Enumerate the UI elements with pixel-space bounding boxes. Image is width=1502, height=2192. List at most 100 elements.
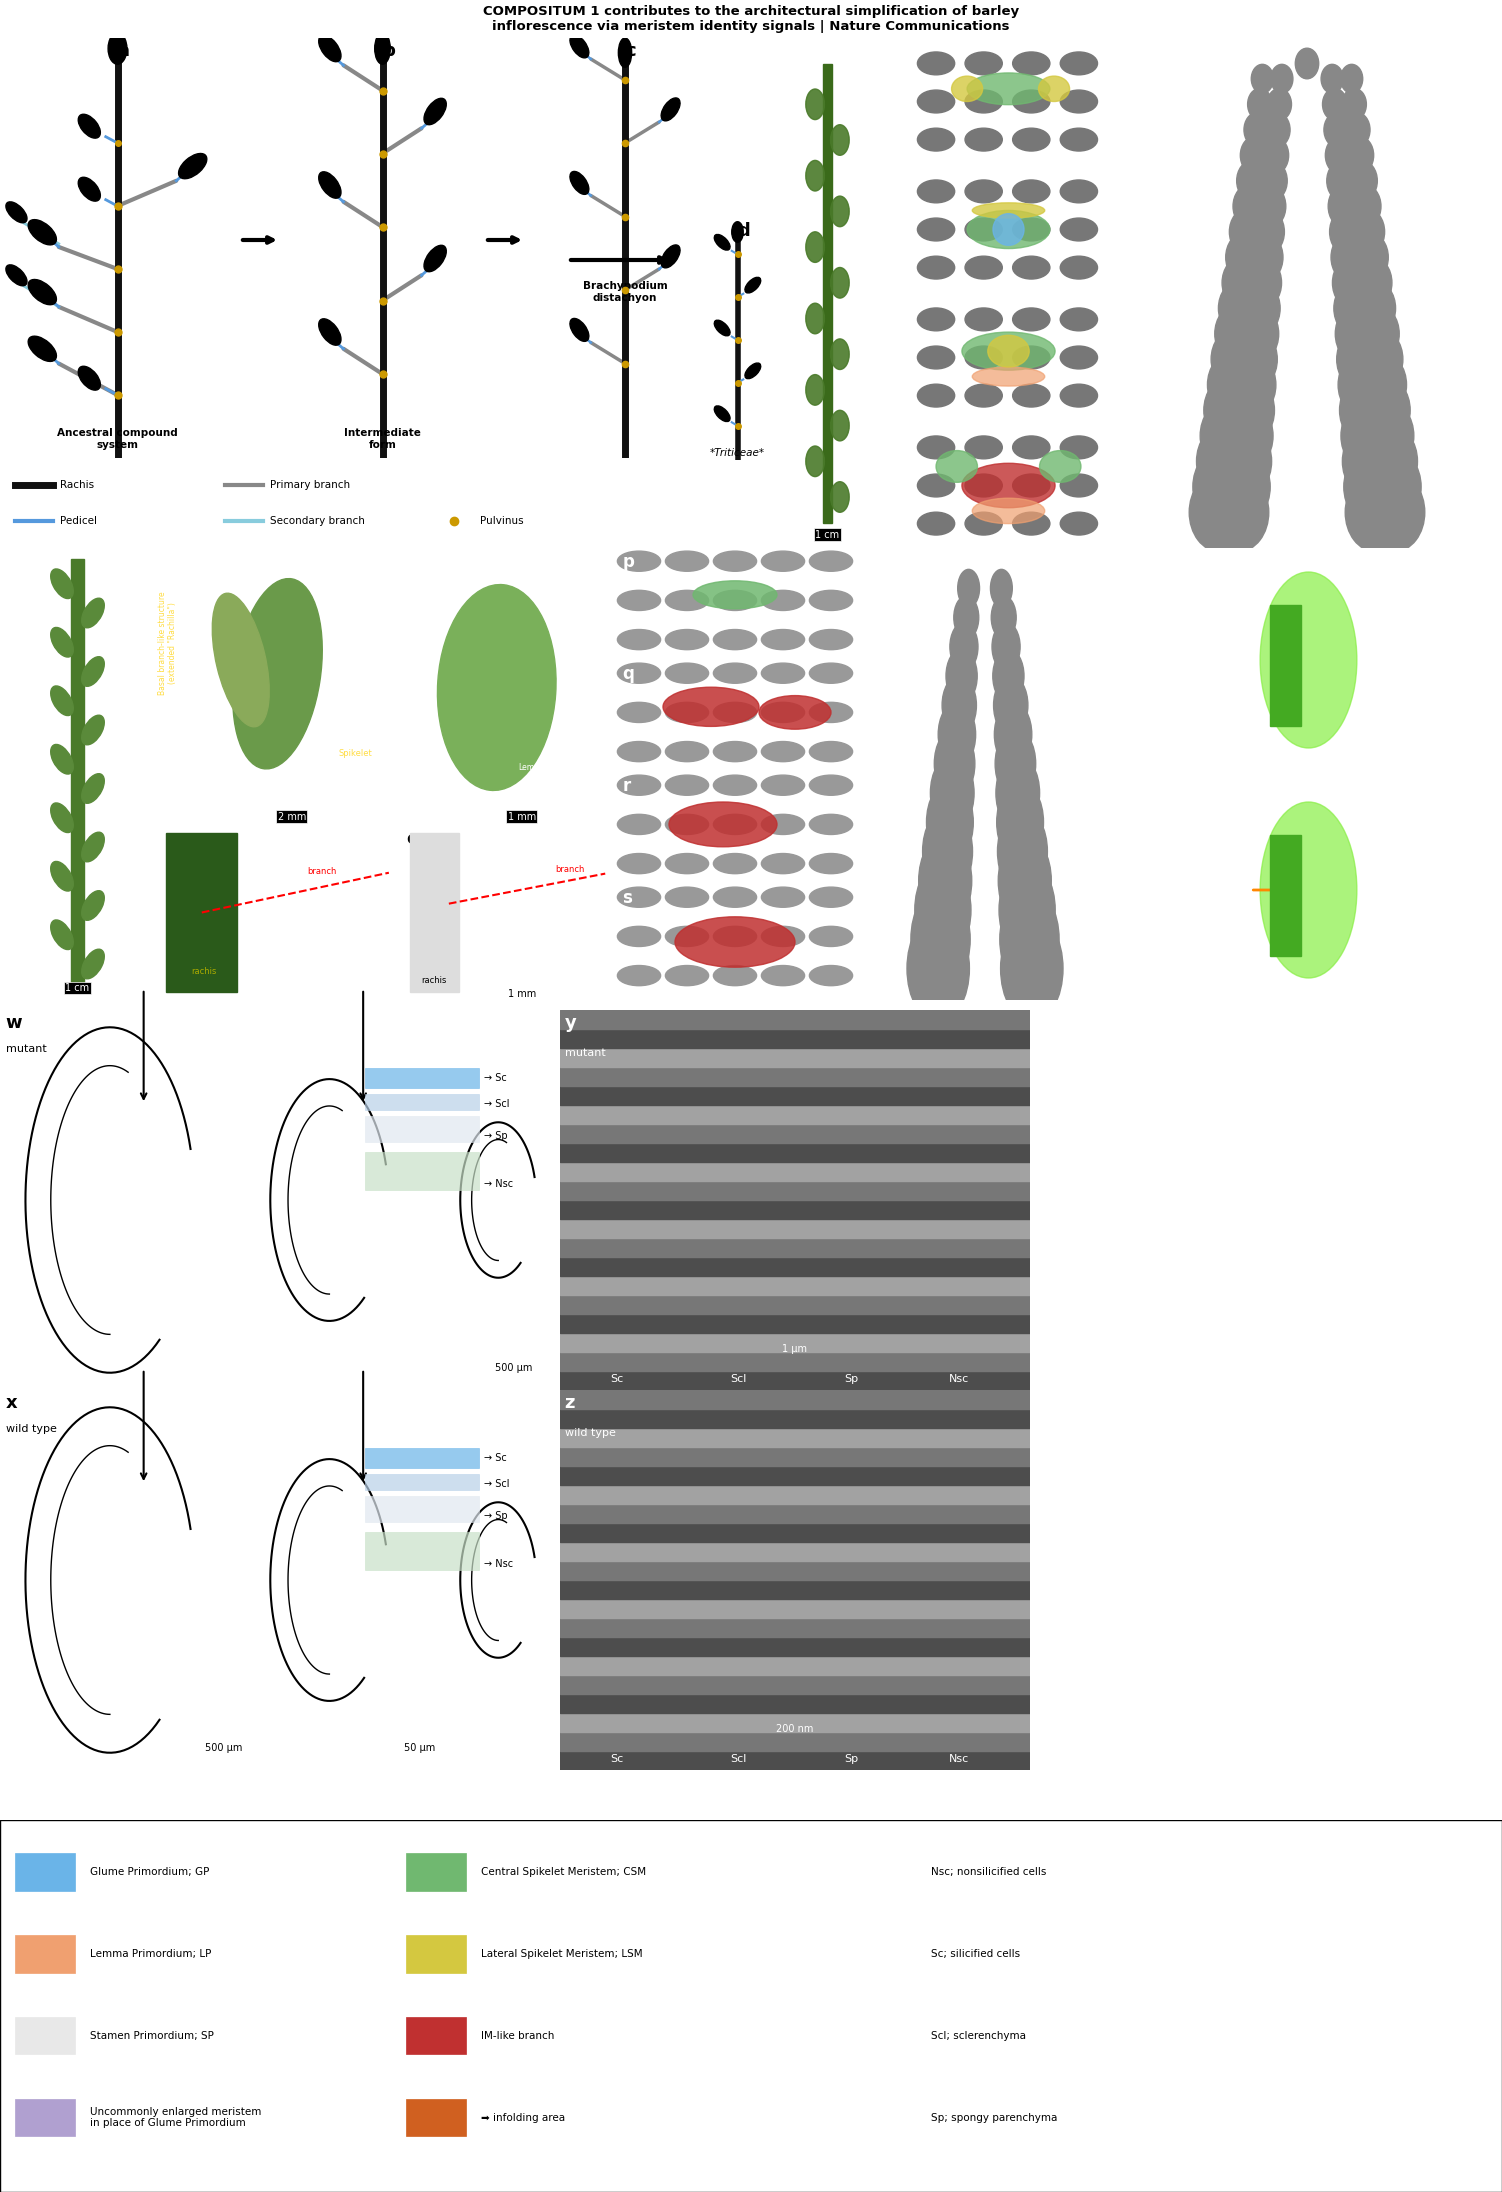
Ellipse shape bbox=[1038, 77, 1069, 101]
Circle shape bbox=[665, 550, 709, 572]
Circle shape bbox=[1365, 473, 1425, 552]
Circle shape bbox=[927, 783, 973, 864]
Text: r: r bbox=[622, 778, 631, 796]
Bar bbox=[560, 1333, 1030, 1352]
Ellipse shape bbox=[715, 320, 730, 335]
Circle shape bbox=[1335, 305, 1380, 364]
Ellipse shape bbox=[81, 774, 104, 802]
Ellipse shape bbox=[6, 202, 27, 224]
Circle shape bbox=[918, 217, 955, 241]
Circle shape bbox=[964, 256, 1002, 278]
Circle shape bbox=[958, 570, 979, 607]
Circle shape bbox=[1012, 127, 1050, 151]
Circle shape bbox=[1060, 217, 1098, 241]
Ellipse shape bbox=[51, 802, 74, 833]
Circle shape bbox=[1220, 401, 1274, 471]
Circle shape bbox=[1236, 160, 1268, 202]
Bar bbox=[560, 1162, 1030, 1181]
Circle shape bbox=[999, 861, 1056, 958]
Circle shape bbox=[1227, 353, 1275, 416]
Bar bbox=[560, 1484, 1030, 1504]
Text: extended
Rachilla: extended Rachilla bbox=[551, 601, 586, 620]
Bar bbox=[365, 1094, 479, 1109]
Circle shape bbox=[713, 964, 757, 986]
Circle shape bbox=[1325, 136, 1355, 173]
Bar bbox=[406, 2100, 466, 2137]
Circle shape bbox=[810, 853, 853, 875]
Ellipse shape bbox=[51, 570, 74, 598]
Circle shape bbox=[964, 307, 1002, 331]
Circle shape bbox=[810, 888, 853, 907]
Circle shape bbox=[810, 776, 853, 796]
Circle shape bbox=[1012, 217, 1050, 241]
Circle shape bbox=[713, 701, 757, 723]
Circle shape bbox=[918, 513, 955, 535]
Circle shape bbox=[617, 776, 661, 796]
Circle shape bbox=[1352, 256, 1392, 309]
Circle shape bbox=[762, 927, 805, 947]
Circle shape bbox=[1326, 160, 1358, 202]
Bar bbox=[365, 1151, 479, 1190]
Circle shape bbox=[617, 590, 661, 612]
Circle shape bbox=[1350, 232, 1388, 283]
Ellipse shape bbox=[51, 686, 74, 715]
Ellipse shape bbox=[81, 658, 104, 686]
Ellipse shape bbox=[212, 594, 269, 728]
Circle shape bbox=[1271, 64, 1293, 94]
Text: z: z bbox=[565, 1394, 575, 1412]
Circle shape bbox=[1334, 281, 1376, 335]
Text: c: c bbox=[625, 42, 635, 59]
Text: Scl: Scl bbox=[730, 1374, 746, 1385]
Text: rachis: rachis bbox=[192, 967, 218, 975]
Bar bbox=[560, 1598, 1030, 1618]
Circle shape bbox=[713, 927, 757, 947]
Circle shape bbox=[617, 701, 661, 723]
Circle shape bbox=[930, 756, 975, 831]
Bar bbox=[560, 1276, 1030, 1295]
Circle shape bbox=[1343, 112, 1370, 147]
Circle shape bbox=[1343, 425, 1398, 498]
Circle shape bbox=[949, 623, 978, 671]
Circle shape bbox=[994, 675, 1027, 734]
Circle shape bbox=[617, 741, 661, 761]
Text: 500 μm: 500 μm bbox=[966, 982, 1003, 993]
Bar bbox=[560, 1694, 1030, 1712]
Text: Spikelet: Spikelet bbox=[339, 750, 372, 758]
Circle shape bbox=[918, 127, 955, 151]
Text: m: m bbox=[407, 559, 425, 576]
Circle shape bbox=[1332, 256, 1373, 309]
Circle shape bbox=[810, 813, 853, 835]
Circle shape bbox=[1229, 208, 1265, 254]
Bar bbox=[560, 1637, 1030, 1655]
Text: Glume Primordium; GP: Glume Primordium; GP bbox=[90, 1868, 209, 1876]
Text: Nsc; nonsilicified cells: Nsc; nonsilicified cells bbox=[931, 1868, 1047, 1876]
Bar bbox=[560, 1504, 1030, 1523]
Ellipse shape bbox=[619, 37, 632, 68]
Text: → Sp: → Sp bbox=[484, 1131, 508, 1140]
Ellipse shape bbox=[569, 318, 589, 342]
Circle shape bbox=[1060, 127, 1098, 151]
Circle shape bbox=[762, 813, 805, 835]
Circle shape bbox=[1211, 329, 1257, 390]
Circle shape bbox=[665, 888, 709, 907]
Circle shape bbox=[1358, 353, 1406, 416]
Circle shape bbox=[1359, 377, 1410, 443]
Ellipse shape bbox=[108, 33, 126, 64]
Circle shape bbox=[1209, 473, 1269, 552]
Circle shape bbox=[762, 741, 805, 761]
Circle shape bbox=[762, 550, 805, 572]
Circle shape bbox=[946, 649, 978, 704]
Bar bbox=[560, 1732, 1030, 1751]
Circle shape bbox=[810, 629, 853, 649]
Text: 1 cm: 1 cm bbox=[816, 530, 840, 539]
Ellipse shape bbox=[1039, 452, 1081, 482]
Circle shape bbox=[1233, 184, 1266, 228]
Circle shape bbox=[1215, 305, 1259, 364]
Circle shape bbox=[1223, 256, 1262, 309]
Text: → Sp: → Sp bbox=[484, 1510, 508, 1521]
Ellipse shape bbox=[51, 745, 74, 774]
Circle shape bbox=[1012, 307, 1050, 331]
Ellipse shape bbox=[29, 219, 57, 246]
Bar bbox=[560, 1390, 1030, 1409]
Text: v: v bbox=[1126, 787, 1139, 804]
